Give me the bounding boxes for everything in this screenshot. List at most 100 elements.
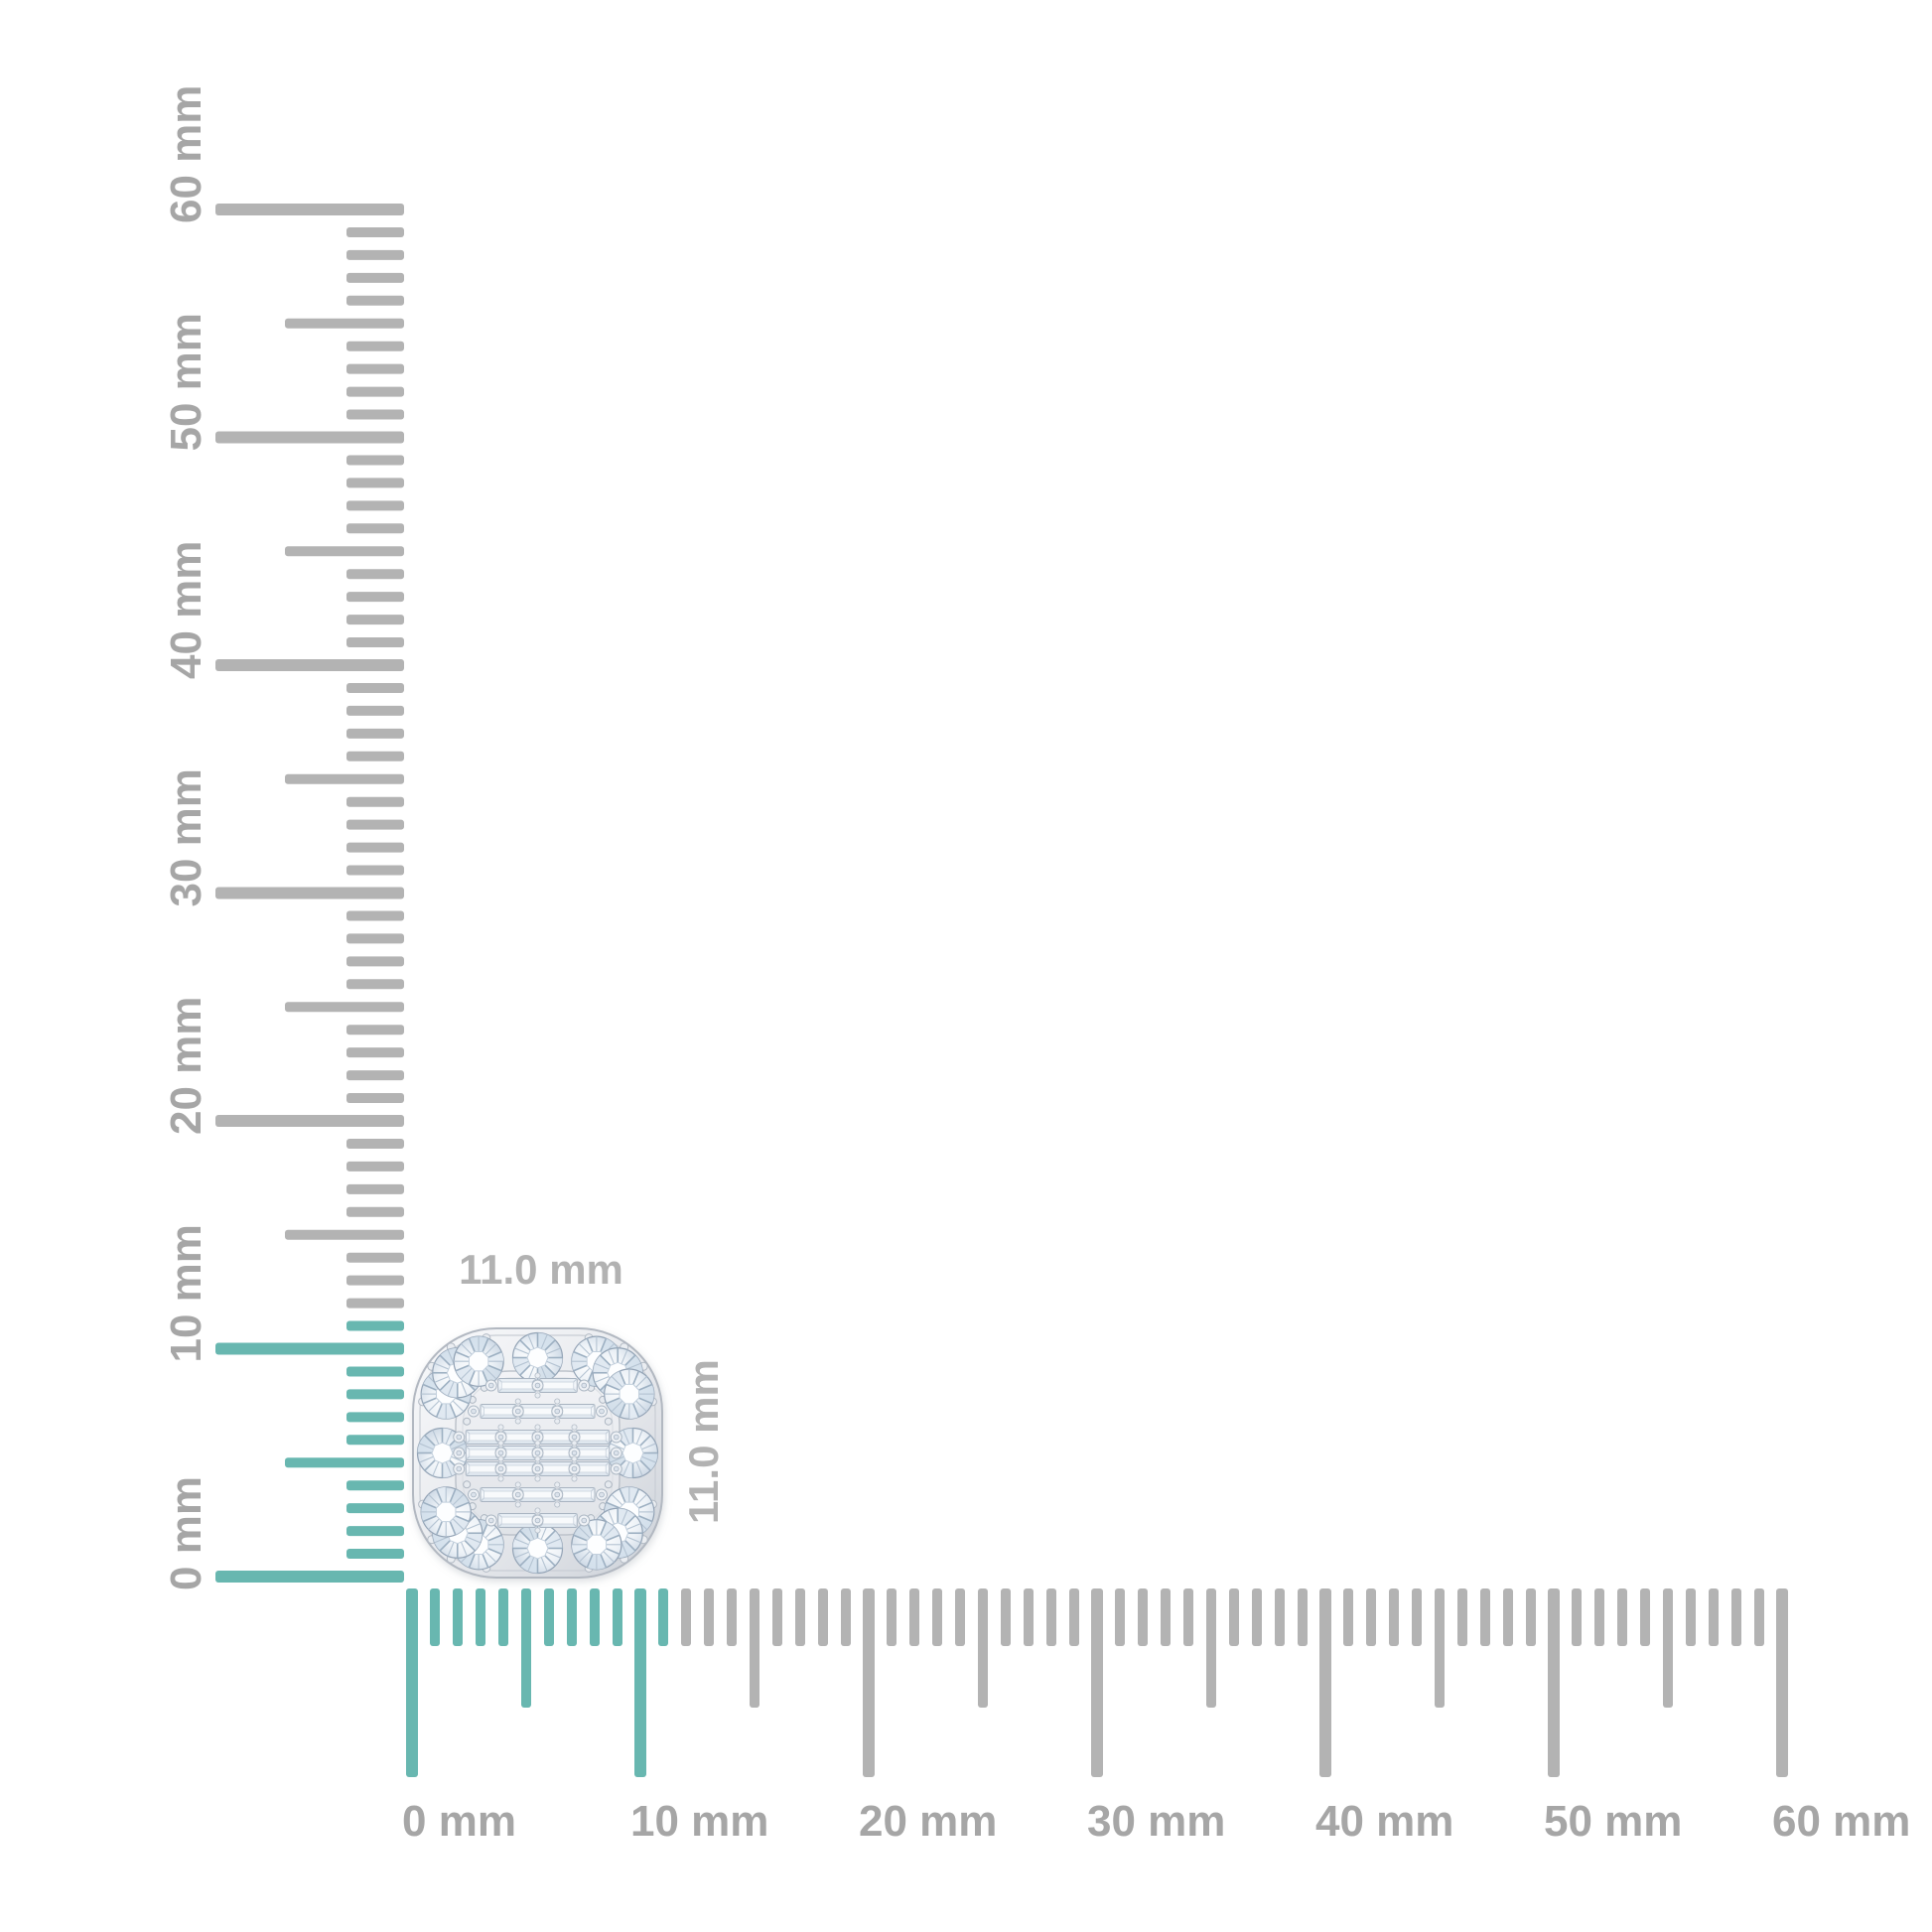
junction-prong-dot [497,1440,504,1447]
horizontal-ruler-label: 20 mm [859,1797,997,1846]
junction-prong-dot [497,1455,504,1462]
junction-prong-dot [514,1398,521,1405]
horizontal-ruler-tick [1731,1588,1741,1646]
vertical-ruler-tick [215,1342,404,1355]
vertical-ruler-tick [346,796,404,807]
vertical-ruler-tick [285,318,404,329]
vertical-ruler-tick [346,569,404,580]
horizontal-ruler-tick [1206,1588,1216,1708]
horizontal-ruler-tick [658,1588,668,1646]
accent-round-diamond [596,1405,608,1418]
horizontal-ruler-tick [932,1588,942,1646]
vertical-ruler-tick [346,295,404,306]
height-dimension-label: 11.0 mm [680,1359,727,1524]
halo-prong-dot [463,1417,472,1426]
horizontal-ruler-tick [544,1588,554,1646]
vertical-ruler: 0 mm 10 mm 20 mm 30 mm 40 mm 50 mm 60 mm [162,85,404,1590]
width-dimension-label: 11.0 mm [459,1246,623,1293]
horizontal-ruler-tick [841,1588,851,1646]
vertical-ruler-tick [346,1093,404,1104]
accent-round-diamond [511,1405,524,1418]
vertical-ruler-tick [346,1435,404,1446]
horizontal-ruler-tick [1663,1588,1673,1708]
horizontal-ruler-tick [1001,1588,1011,1646]
vertical-ruler-tick [346,1298,404,1309]
accent-round-diamond [578,1514,591,1527]
horizontal-ruler-tick [1709,1588,1719,1646]
vertical-ruler-tick [346,1549,404,1560]
baguette-diamond [501,1461,537,1476]
junction-prong-dot [497,1424,504,1431]
vertical-ruler-tick [346,705,404,716]
vertical-ruler-tick [215,1571,404,1583]
baguette-diamond [465,1461,500,1476]
vertical-ruler-tick [346,1206,404,1217]
horizontal-ruler-tick [1548,1588,1560,1777]
vertical-ruler-tick [346,1480,404,1491]
horizontal-ruler-tick [498,1588,508,1646]
baguette-diamond [480,1487,517,1502]
horizontal-ruler-label: 0 mm [402,1797,516,1846]
horizontal-ruler-label: 50 mm [1544,1797,1682,1846]
baguette-diamond [465,1446,500,1460]
accent-round-diamond [531,1431,544,1444]
junction-prong-dot [554,1398,561,1405]
baguette-diamond [575,1446,611,1460]
vertical-ruler-tick [346,1025,404,1035]
junction-prong-dot [554,1481,561,1488]
horizontal-ruler-tick [1412,1588,1422,1646]
baguette-diamond [538,1378,578,1393]
baguette-diamond [501,1430,537,1445]
halo-prong-dot [604,1480,613,1489]
baguette-diamond [538,1513,578,1528]
junction-prong-dot [571,1475,578,1482]
horizontal-ruler-tick [1503,1588,1513,1646]
vertical-ruler-tick [285,1457,404,1468]
horizontal-ruler-tick [1275,1588,1285,1646]
junction-prong-dot [534,1475,541,1482]
horizontal-ruler-tick [1457,1588,1467,1646]
baguette-diamond [519,1487,556,1502]
vertical-ruler-tick [346,682,404,693]
horizontal-ruler-tick [1754,1588,1764,1646]
baguette-diamond [465,1430,500,1445]
horizontal-ruler-tick [406,1588,418,1777]
vertical-ruler-tick [346,500,404,511]
accent-round-diamond [596,1488,608,1501]
horizontal-ruler-label: 10 mm [630,1797,768,1846]
vertical-ruler-tick [346,455,404,466]
horizontal-ruler-tick [453,1588,463,1646]
vertical-ruler-tick [285,1229,404,1240]
horizontal-ruler-tick [590,1588,600,1646]
junction-prong-dot [571,1440,578,1447]
vertical-ruler-label: 50 mm [162,313,210,451]
junction-prong-dot [571,1424,578,1431]
horizontal-ruler-tick [704,1588,714,1646]
vertical-ruler-tick [346,1275,404,1286]
vertical-ruler-tick [346,842,404,853]
horizontal-ruler-tick [1024,1588,1034,1646]
vertical-ruler-tick [346,933,404,944]
vertical-ruler-tick [346,615,404,625]
vertical-ruler-tick [346,1047,404,1058]
junction-prong-dot [497,1475,504,1482]
horizontal-ruler-tick [1138,1588,1148,1646]
vertical-ruler-tick [215,431,404,444]
horizontal-ruler-tick [1343,1588,1353,1646]
vertical-ruler-tick [346,249,404,260]
horizontal-ruler-tick [1617,1588,1627,1646]
accent-round-diamond [494,1447,507,1459]
horizontal-ruler-tick [1069,1588,1079,1646]
vertical-ruler-label: 60 mm [162,85,210,223]
vertical-ruler-tick [346,1183,404,1194]
accent-round-diamond [453,1462,466,1475]
junction-prong-dot [534,1455,541,1462]
vertical-ruler-tick [346,592,404,603]
horizontal-ruler-tick [681,1588,691,1646]
junction-prong-dot [554,1501,561,1508]
baguette-diamond [519,1404,556,1419]
vertical-ruler-tick [346,1389,404,1400]
accent-round-diamond [468,1405,480,1418]
vertical-ruler-tick [346,1366,404,1377]
